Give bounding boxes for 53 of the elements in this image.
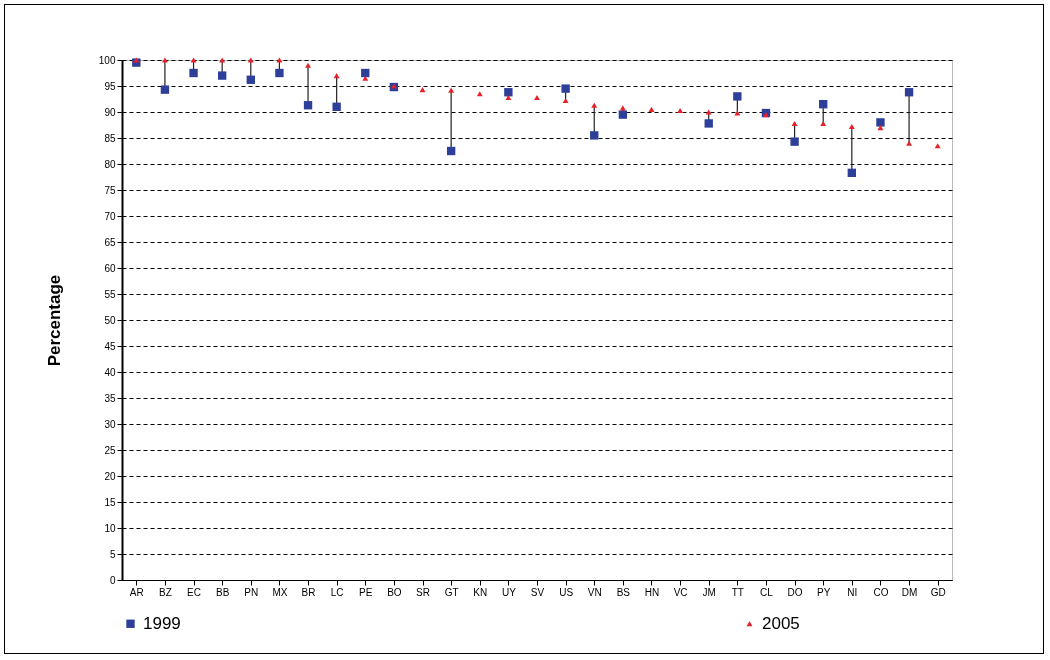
y-tick-label: 65 (104, 236, 116, 248)
y-tick-label: 20 (104, 470, 116, 482)
y-tick-label: 100 (98, 54, 116, 66)
y-tick-label: 75 (104, 184, 116, 196)
y-tick-label: 60 (104, 262, 116, 274)
x-tick-label: HN (644, 586, 660, 598)
x-tick-label: LC (330, 586, 344, 598)
y-tick-label: 90 (104, 106, 116, 118)
x-tick-label: JM (702, 586, 716, 598)
y-tick-label: 35 (104, 392, 116, 404)
x-tick-label: AR (129, 586, 144, 598)
x-tick-label: BZ (159, 586, 172, 598)
x-tick-label: UY (501, 586, 517, 598)
x-tick-label: PY (817, 586, 831, 598)
y-tick-label: 30 (104, 418, 116, 430)
y-tick-label: 70 (104, 210, 116, 222)
x-tick-label: DO (787, 586, 803, 598)
y-tick-label: 15 (104, 496, 116, 508)
y-tick-label: 85 (104, 132, 116, 144)
y-tick-label: 5 (109, 548, 116, 560)
legend-label: 2005 (762, 613, 800, 633)
x-tick-label: TT (731, 586, 744, 598)
y-tick-label: 10 (104, 522, 116, 534)
x-tick-label: MX (272, 586, 288, 598)
x-tick-label: GT (444, 586, 459, 598)
x-tick-label: EC (187, 586, 201, 598)
x-tick-label: PE (359, 586, 373, 598)
x-tick-label: SV (530, 586, 545, 598)
y-tick-label: 25 (104, 444, 116, 456)
legend-label: 1999 (143, 613, 181, 633)
x-tick-label: BB (216, 586, 230, 598)
x-tick-label: VC (673, 586, 688, 598)
y-tick-label: 0 (109, 574, 116, 586)
y-tick-label: 95 (104, 80, 116, 92)
x-tick-label: NI (847, 586, 858, 598)
x-tick-label: BO (387, 586, 402, 598)
x-tick-label: US (559, 586, 574, 598)
x-tick-label: BR (301, 586, 316, 598)
y-tick-label: 45 (104, 340, 116, 352)
x-tick-label: CL (760, 586, 774, 598)
x-tick-label: VN (587, 586, 602, 598)
x-tick-label: BS (616, 586, 631, 598)
x-tick-label: KN (473, 586, 488, 598)
x-tick-label: GD (930, 586, 946, 598)
y-tick-label: 80 (104, 158, 116, 170)
y-tick-label: 50 (104, 314, 116, 326)
x-tick-label: CO (873, 586, 889, 598)
x-tick-label: DM (901, 586, 918, 598)
y-tick-label: 40 (104, 366, 116, 378)
x-tick-label: PN (244, 586, 259, 598)
y-tick-label: 55 (104, 288, 116, 300)
x-tick-label: SR (416, 586, 430, 598)
y-axis-title: Percentage (44, 274, 64, 367)
